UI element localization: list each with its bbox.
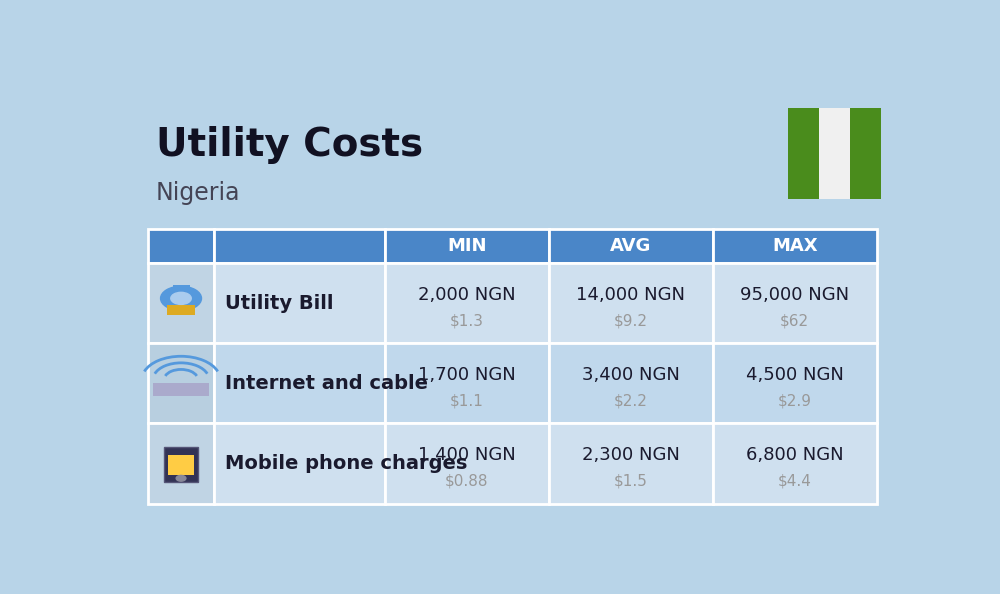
Bar — [164, 447, 198, 482]
Bar — [549, 343, 713, 424]
Bar — [850, 108, 881, 200]
Text: $9.2: $9.2 — [614, 314, 648, 328]
Bar — [788, 108, 881, 200]
Text: Utility Costs: Utility Costs — [156, 126, 423, 164]
Text: Mobile phone charges: Mobile phone charges — [225, 454, 468, 473]
Bar — [148, 229, 214, 263]
Text: Utility Bill: Utility Bill — [225, 294, 334, 313]
Text: $1.1: $1.1 — [450, 394, 484, 409]
Text: $4.4: $4.4 — [778, 473, 812, 489]
Text: Internet and cable: Internet and cable — [225, 374, 428, 393]
Text: $0.88: $0.88 — [445, 473, 489, 489]
Text: 2,000 NGN: 2,000 NGN — [418, 286, 516, 304]
Bar — [148, 424, 214, 504]
Bar — [549, 424, 713, 504]
Bar — [148, 343, 214, 424]
Bar — [713, 229, 877, 263]
Text: $1.3: $1.3 — [450, 314, 484, 328]
Bar — [385, 424, 549, 504]
Bar — [385, 229, 549, 263]
Bar — [214, 343, 385, 424]
Text: MIN: MIN — [447, 237, 487, 255]
Text: $62: $62 — [780, 314, 809, 328]
Text: 3,400 NGN: 3,400 NGN — [582, 366, 680, 384]
Bar — [214, 263, 385, 343]
Bar — [713, 424, 877, 504]
Text: 1,400 NGN: 1,400 NGN — [418, 447, 516, 465]
Circle shape — [176, 475, 186, 481]
Text: 1,700 NGN: 1,700 NGN — [418, 366, 516, 384]
Circle shape — [161, 286, 201, 311]
Text: 95,000 NGN: 95,000 NGN — [740, 286, 849, 304]
Bar — [214, 424, 385, 504]
Bar — [549, 229, 713, 263]
Bar — [713, 263, 877, 343]
Bar — [148, 263, 214, 343]
Text: 14,000 NGN: 14,000 NGN — [576, 286, 685, 304]
Text: AVG: AVG — [610, 237, 652, 255]
Bar — [214, 229, 385, 263]
Text: 2,300 NGN: 2,300 NGN — [582, 447, 680, 465]
Bar — [167, 305, 195, 315]
Bar — [153, 384, 209, 396]
Text: $2.2: $2.2 — [614, 394, 648, 409]
Text: $2.9: $2.9 — [778, 394, 812, 409]
Bar — [549, 263, 713, 343]
Text: 6,800 NGN: 6,800 NGN — [746, 447, 844, 465]
Bar — [173, 285, 190, 291]
Text: 4,500 NGN: 4,500 NGN — [746, 366, 844, 384]
Bar — [385, 263, 549, 343]
Circle shape — [171, 292, 191, 304]
Text: MAX: MAX — [772, 237, 818, 255]
Bar — [713, 343, 877, 424]
Bar — [788, 108, 819, 200]
Text: $1.5: $1.5 — [614, 473, 648, 489]
Bar — [385, 343, 549, 424]
Text: Nigeria: Nigeria — [156, 181, 240, 205]
Bar — [168, 455, 194, 475]
